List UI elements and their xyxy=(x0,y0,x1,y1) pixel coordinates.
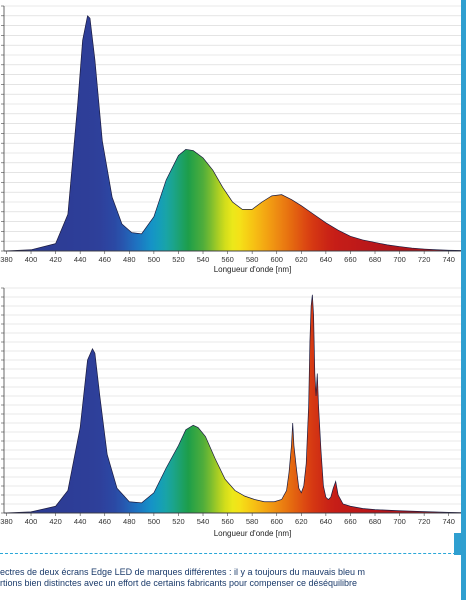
x-tick-label: 500 xyxy=(148,255,161,264)
x-tick-label: 720 xyxy=(418,517,431,526)
x-tick-label: 440 xyxy=(74,517,87,526)
figure-caption: ectres de deux écrans Edge LED de marque… xyxy=(0,567,466,597)
x-tick-label: 720 xyxy=(418,255,431,264)
x-tick-label: 440 xyxy=(74,255,87,264)
x-tick-label: 680 xyxy=(369,517,382,526)
x-tick-label: 620 xyxy=(295,255,308,264)
x-tick-label: 700 xyxy=(393,517,406,526)
x-tick-label: 580 xyxy=(246,517,259,526)
x-tick-label: 700 xyxy=(393,255,406,264)
spectrum-chart-top: 380 400 420 440 460 480 500 520 540 560 580 600 620 6… xyxy=(0,5,462,274)
caption-separator xyxy=(0,553,466,554)
x-tick-label: 560 xyxy=(221,255,234,264)
spectrum-area xyxy=(3,294,462,514)
x-axis-label: Longueur d'onde [nm] xyxy=(214,265,292,274)
x-tick-label: 600 xyxy=(270,255,283,264)
x-tick-label: 540 xyxy=(197,517,210,526)
x-tick-label: 400 xyxy=(25,255,38,264)
x-tick-label: 460 xyxy=(98,255,111,264)
spectrum-chart-bottom: 380 400 420 440 460 480 500 520 540 560 580 600 620 6… xyxy=(0,287,462,538)
x-tick-label: 680 xyxy=(369,255,382,264)
x-tick-label: 560 xyxy=(221,517,234,526)
x-tick-label: 520 xyxy=(172,517,185,526)
x-tick-label: 640 xyxy=(320,517,333,526)
x-tick-label: 660 xyxy=(344,255,357,264)
page-corner-tab xyxy=(454,533,466,555)
x-tick-label: 420 xyxy=(49,255,62,264)
x-tick-label: 380 xyxy=(0,517,13,526)
x-tick-label: 420 xyxy=(49,517,62,526)
x-tick-label: 660 xyxy=(344,517,357,526)
x-tick-label: 400 xyxy=(25,517,38,526)
x-tick-label: 620 xyxy=(295,517,308,526)
x-axis-label: Longueur d'onde [nm] xyxy=(214,529,292,538)
page-edge-band xyxy=(461,0,466,600)
x-tick-label: 580 xyxy=(246,255,259,264)
caption-line-2: rtions bien distinctes avec un effort de… xyxy=(0,578,358,588)
x-tick-label: 600 xyxy=(270,517,283,526)
x-tick-label: 500 xyxy=(148,517,161,526)
x-tick-label: 480 xyxy=(123,255,136,264)
x-tick-label: 460 xyxy=(98,517,111,526)
caption-line-1: ectres de deux écrans Edge LED de marque… xyxy=(0,567,366,577)
x-tick-label: 480 xyxy=(123,517,136,526)
x-tick-label: 640 xyxy=(320,255,333,264)
x-tick-label: 520 xyxy=(172,255,185,264)
x-tick-label: 540 xyxy=(197,255,210,264)
x-tick-label: 740 xyxy=(442,255,455,264)
spectrum-area xyxy=(3,15,462,252)
x-tick-label: 380 xyxy=(0,255,13,264)
x-tick-label: 740 xyxy=(442,517,455,526)
